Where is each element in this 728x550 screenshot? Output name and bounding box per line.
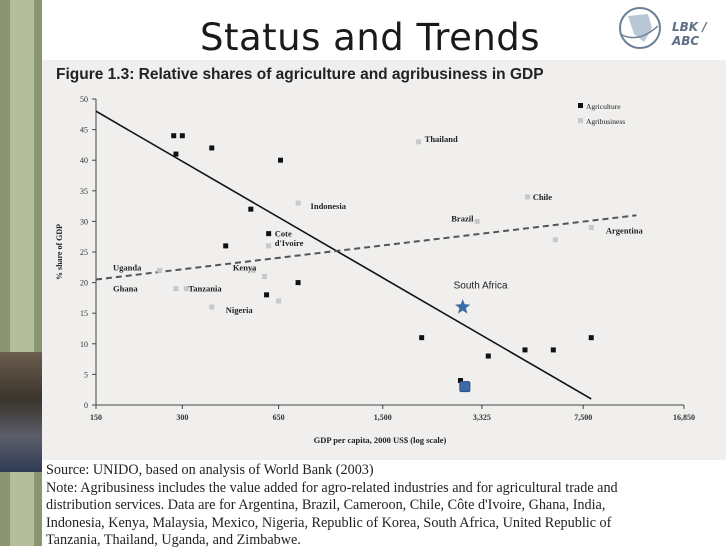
- highlight-square: [459, 381, 471, 393]
- x-tick-label: 150: [90, 413, 102, 422]
- data-point-agriculture: [522, 347, 528, 353]
- country-label: Tanzania: [188, 284, 222, 294]
- logo-text: LBK / ABC: [672, 20, 707, 48]
- y-tick-label: 40: [80, 156, 88, 165]
- data-point-agriculture: [264, 292, 270, 298]
- lbk-logo: [619, 7, 661, 49]
- data-point-agribusiness: [474, 218, 480, 224]
- country-label: Nigeria: [226, 305, 254, 315]
- data-point-agriculture: [209, 145, 215, 151]
- x-tick-label: 7,500: [574, 413, 592, 422]
- country-label: Uganda: [113, 262, 142, 272]
- y-tick-label: 15: [80, 309, 88, 318]
- data-point-agribusiness: [261, 273, 267, 279]
- x-tick-label: 3,325: [473, 413, 491, 422]
- data-point-agribusiness: [266, 243, 272, 249]
- y-tick-label: 45: [80, 126, 88, 135]
- y-tick-label: 5: [84, 370, 88, 379]
- legend-label-agribusiness: Agribusiness: [586, 117, 625, 126]
- country-label: Chile: [533, 192, 553, 202]
- data-point-agriculture: [173, 151, 179, 157]
- x-tick-label: 1,500: [374, 413, 392, 422]
- data-point-agribusiness: [416, 139, 422, 145]
- note-line-3: Indonesia, Kenya, Malaysia, Mexico, Nige…: [46, 514, 612, 531]
- country-label: Indonesia: [311, 201, 347, 211]
- y-tick-label: 20: [80, 279, 88, 288]
- legend-swatch-agribusiness: [578, 118, 583, 123]
- data-point-agriculture: [485, 353, 491, 359]
- x-axis-label: GDP per capita, 2000 US$ (log scale): [314, 435, 447, 445]
- country-label: Thailand: [425, 134, 458, 144]
- y-tick-label: 0: [84, 401, 88, 410]
- data-point-agribusiness: [173, 286, 179, 292]
- legend-swatch-agriculture: [578, 103, 583, 108]
- note-line-2: distribution services. Data are for Arge…: [46, 497, 606, 513]
- data-point-agribusiness: [295, 200, 301, 206]
- data-point-agriculture: [457, 378, 463, 384]
- data-point-agriculture: [223, 243, 229, 249]
- y-axis-label: % share of GDP: [55, 224, 64, 280]
- data-point-agribusiness: [525, 194, 531, 200]
- country-label: South Africa: [454, 281, 508, 292]
- y-tick-label: 30: [80, 217, 88, 226]
- slide-title: Status and Trends: [200, 16, 541, 59]
- legend-label-agriculture: Agriculture: [586, 102, 621, 111]
- side-photo: [0, 352, 42, 472]
- x-tick-label: 16,850: [673, 413, 695, 422]
- country-label: Kenya: [233, 262, 257, 272]
- data-point-agribusiness: [552, 237, 558, 243]
- country-label: Ghana: [113, 284, 138, 294]
- data-point-agriculture: [179, 133, 185, 139]
- country-label: d'Ivoire: [275, 238, 304, 248]
- plot-area: [96, 99, 684, 405]
- data-point-agriculture: [266, 231, 272, 237]
- data-point-agribusiness: [157, 267, 163, 273]
- data-point-agriculture: [171, 133, 177, 139]
- data-point-agribusiness: [209, 304, 215, 310]
- source-note: Source: UNIDO, based on analysis of Worl…: [46, 462, 726, 550]
- x-tick-label: 650: [273, 413, 285, 422]
- data-point-agriculture: [550, 347, 556, 353]
- data-point-agribusiness: [183, 286, 189, 292]
- source-line: Source: UNIDO, based on analysis of Worl…: [46, 462, 374, 478]
- highlight-star: [455, 299, 471, 314]
- data-point-agriculture: [278, 157, 284, 163]
- y-tick-label: 10: [80, 340, 88, 349]
- data-point-agribusiness: [588, 225, 594, 231]
- country-label: Brazil: [451, 213, 474, 223]
- y-tick-label: 50: [80, 95, 88, 104]
- figure-title: Figure 1.3: Relative shares of agricultu…: [56, 66, 544, 83]
- data-point-agriculture: [588, 335, 594, 341]
- y-tick-label: 35: [80, 187, 88, 196]
- note-line-4: Tanzania, Thailand, Uganda, and Zimbabwe…: [46, 532, 301, 548]
- data-point-agribusiness: [250, 267, 256, 273]
- country-label: Argentina: [606, 226, 644, 236]
- note-line-1: Note: Agribusiness includes the value ad…: [46, 479, 618, 496]
- data-point-agribusiness: [276, 298, 282, 304]
- data-point-agriculture: [419, 335, 425, 341]
- y-tick-label: 25: [80, 248, 88, 257]
- data-point-agriculture: [248, 206, 254, 212]
- data-point-agriculture: [295, 280, 301, 286]
- country-label: Cote: [275, 229, 292, 239]
- trend-line-agribusiness: [95, 214, 637, 281]
- x-tick-label: 300: [176, 413, 188, 422]
- trend-line-agriculture: [95, 110, 592, 400]
